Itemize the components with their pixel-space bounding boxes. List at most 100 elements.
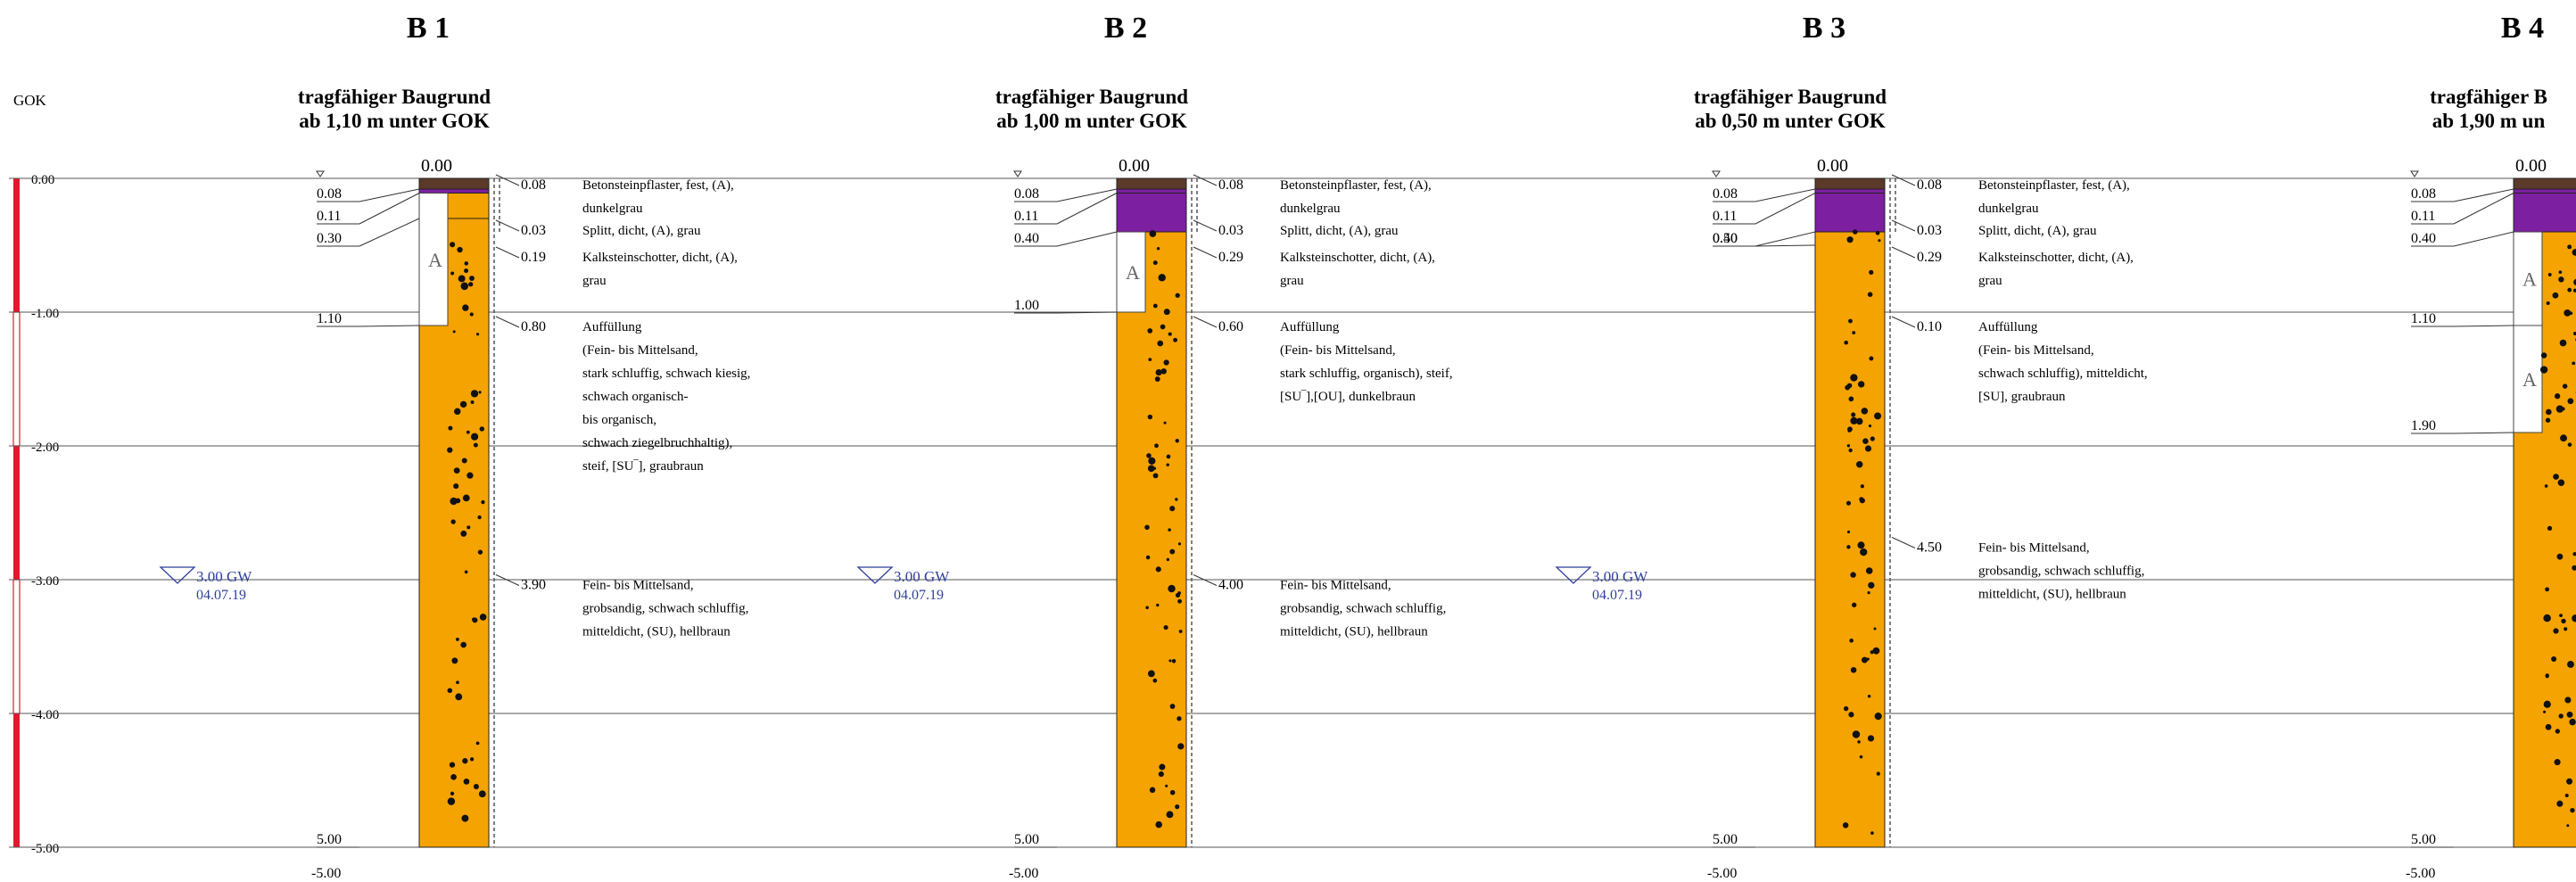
texture-dot [452, 330, 456, 334]
texture-dot [2559, 339, 2567, 347]
texture-dot [1149, 230, 1157, 237]
groundwater-label: 3.00 GW [894, 568, 950, 585]
texture-dot [447, 688, 453, 694]
soil-description-line: Kalksteinschotter, dicht, (A), [1978, 251, 2134, 265]
top-elevation-label: 0.00 [421, 156, 452, 176]
thickness-label: 0.08 [521, 177, 546, 193]
texture-dot [453, 467, 460, 474]
texture-dot [1878, 239, 1881, 243]
texture-dot [2556, 800, 2564, 807]
texture-dot [1850, 374, 1858, 382]
thickness-leader [1193, 574, 1218, 586]
texture-dot [1144, 524, 1150, 531]
depth-label: 0.11 [1014, 209, 1038, 224]
texture-dot [2546, 408, 2552, 416]
texture-dot [2544, 484, 2548, 488]
texture-dot [1864, 445, 1872, 452]
texture-dot [462, 758, 468, 764]
texture-dot [447, 447, 453, 453]
texture-dot [463, 778, 470, 785]
texture-dot [1867, 292, 1873, 297]
sample-box [2513, 325, 2543, 433]
depth-leader-line [1056, 193, 1118, 225]
sample-label: A [1126, 261, 1140, 284]
soil-description-line: Fein- bis Mittelsand, [582, 579, 694, 593]
texture-dot [2558, 276, 2564, 283]
texture-dot [458, 275, 466, 283]
texture-dot [450, 497, 458, 506]
soil-description-line: dunkelgrau [1280, 202, 1341, 216]
texture-dot [473, 784, 479, 790]
texture-dot [1158, 771, 1164, 778]
soil-description-line: Auffüllung [582, 320, 642, 334]
thickness-leader [1891, 537, 1916, 548]
texture-dot [1857, 740, 1861, 744]
texture-dot [1160, 368, 1167, 375]
soil-description-line: Splitt, dicht, (A), grau [582, 224, 701, 238]
soil-layer-split [1814, 188, 1886, 194]
texture-dot [2564, 697, 2572, 704]
bottom-elevation-label: -5.00 [1009, 866, 1038, 881]
texture-dot [481, 499, 485, 505]
texture-dot [473, 442, 478, 448]
soil-description-line: mitteldicht, (SU), hellbraun [582, 625, 731, 639]
soil-layer-split [2513, 193, 2576, 233]
texture-dot [450, 773, 457, 780]
texture-dot [1867, 590, 1870, 595]
depth-label: 5.00 [1713, 832, 1738, 847]
texture-dot [2572, 361, 2576, 366]
texture-dot [1860, 548, 1868, 556]
soil-layer-split [1116, 188, 1187, 194]
soil-layer-pavement [418, 177, 490, 190]
header-line-2: ab 0,50 m unter GOK [1695, 110, 1886, 132]
texture-dot [1846, 444, 1851, 448]
borehole-title: B 1 [407, 12, 450, 45]
depth-label: 0.40 [2411, 231, 2436, 246]
thickness-leader [1193, 246, 1218, 259]
borehole-title: B 3 [1803, 12, 1845, 45]
thickness-label: 3.90 [521, 578, 546, 593]
texture-dot [2562, 383, 2568, 389]
texture-dot [1867, 695, 1871, 698]
texture-dot [1152, 678, 1158, 683]
thickness-leader [495, 316, 520, 328]
texture-dot [2554, 393, 2561, 400]
soil-description-line: mitteldicht, (SU), hellbraun [1280, 625, 1428, 639]
soil-description-line: schwach organisch- [582, 390, 688, 404]
texture-dot [2564, 627, 2568, 631]
soil-description-line: Fein- bis Mittelsand, [1978, 541, 2090, 556]
texture-dot [1867, 735, 1875, 742]
texture-dot [1876, 771, 1880, 776]
thickness-label: 0.19 [521, 250, 546, 265]
texture-dot [1870, 436, 1875, 441]
depth-scale: GOK 0.00 -1.00 -2.00 -3.00 -4.00 -5.00 [12, 92, 59, 856]
texture-dot [1177, 598, 1182, 604]
texture-dot [2558, 270, 2563, 275]
groundwater-date: 04.07.19 [196, 588, 246, 603]
texture-dot [1163, 624, 1168, 631]
texture-dot [451, 657, 458, 664]
texture-dot [2564, 309, 2572, 317]
texture-dot [1175, 293, 1180, 298]
depth-label: 1.10 [2411, 311, 2436, 326]
texture-dot [1156, 603, 1160, 607]
texture-dot [2567, 287, 2572, 293]
texture-dot [457, 246, 463, 253]
texture-dot [460, 641, 466, 648]
soil-description-line: mitteldicht, (SU), hellbraun [1978, 588, 2126, 602]
texture-dot [1165, 784, 1168, 787]
depth-label: 1.90 [2411, 418, 2436, 433]
texture-dot [1173, 337, 1178, 342]
texture-dot [1177, 542, 1182, 546]
texture-dot [475, 333, 480, 336]
depth-label: 0.11 [1713, 209, 1737, 224]
texture-dot [450, 242, 456, 248]
texture-dot [1148, 358, 1152, 362]
surface-marker [2410, 170, 2419, 177]
texture-dot [2553, 474, 2559, 480]
depth-leader-line [359, 188, 420, 202]
texture-dot [2572, 249, 2576, 256]
texture-dot [477, 515, 482, 520]
soil-description-line: dunkelgrau [1978, 202, 2039, 216]
